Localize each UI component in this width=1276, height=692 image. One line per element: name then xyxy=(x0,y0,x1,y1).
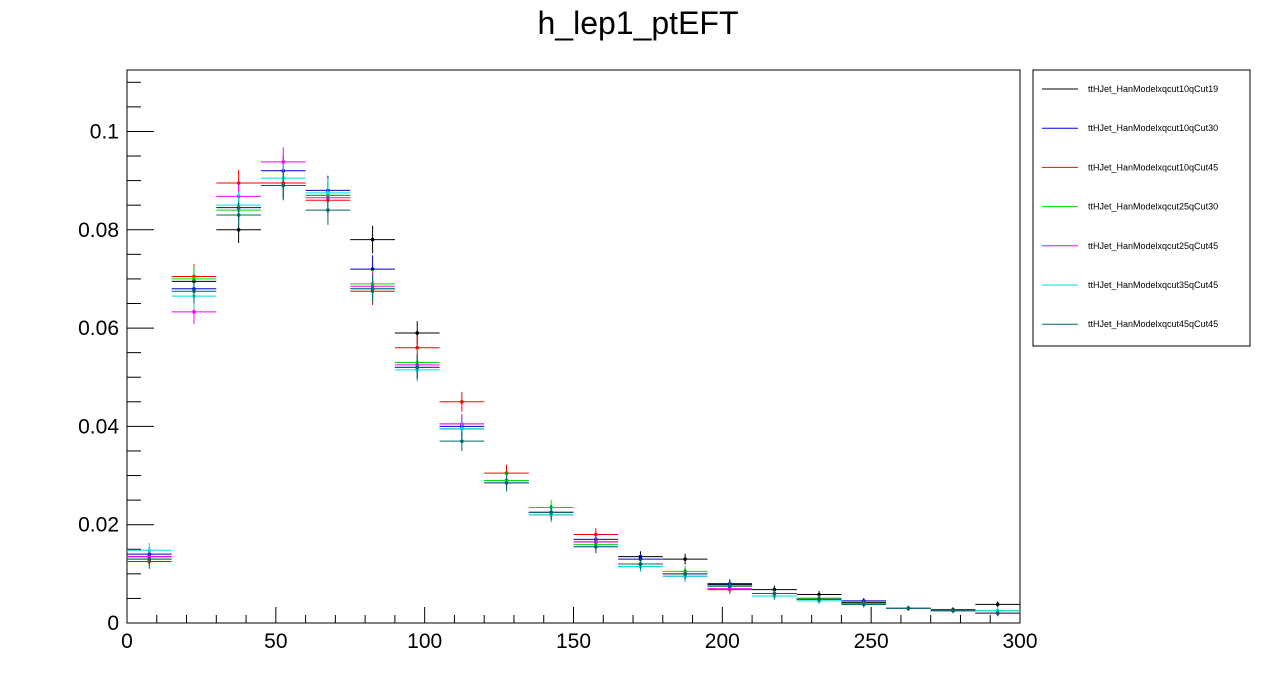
data-point xyxy=(549,510,553,515)
data-point xyxy=(370,237,375,242)
data-point xyxy=(638,562,643,566)
data-point xyxy=(861,602,866,607)
data-point xyxy=(147,557,152,561)
data-point xyxy=(727,584,732,588)
legend-entry: ttHJet_HanModelxqcut10qCut30 xyxy=(1088,123,1218,133)
legend-entry: ttHJet_HanModelxqcut45qCut45 xyxy=(1088,319,1218,329)
data-point xyxy=(594,532,598,537)
y-tick-label: 0.08 xyxy=(78,219,119,242)
legend: ttHJet_HanModelxqcut10qCut19 ttHJet_HanMo… xyxy=(1042,84,1218,329)
legend-entry: ttHJet_HanModelxqcut35qCut45 xyxy=(1088,280,1218,290)
data-point xyxy=(192,310,196,314)
data-point xyxy=(236,213,241,217)
data-point xyxy=(772,591,777,596)
plot-frame xyxy=(126,69,1021,624)
legend-entry: ttHJet_HanModelxqcut10qCut45 xyxy=(1088,162,1218,172)
series-7 xyxy=(127,170,1020,617)
data-point xyxy=(995,611,1000,615)
data-point xyxy=(370,267,375,271)
y-tick-label: 0.02 xyxy=(78,514,119,537)
x-tick-label: 150 xyxy=(556,630,591,653)
legend-entry: ttHJet_HanModelxqcut25qCut30 xyxy=(1088,202,1218,212)
data-point xyxy=(326,208,330,212)
data-point xyxy=(817,592,821,597)
data-point xyxy=(995,602,1000,607)
y-tick-label: 0.04 xyxy=(78,415,119,438)
data-point xyxy=(415,365,420,370)
data-point xyxy=(504,481,509,485)
x-tick-label: 100 xyxy=(407,630,442,653)
legend-entry: ttHJet_HanModelxqcut25qCut45 xyxy=(1088,241,1218,251)
data-point xyxy=(683,557,687,561)
data-point xyxy=(906,606,911,611)
data-point xyxy=(370,286,375,291)
x-tick-label: 300 xyxy=(1002,630,1037,653)
data-point xyxy=(192,289,196,294)
data-point xyxy=(817,597,821,602)
data-point xyxy=(683,572,687,576)
data-point xyxy=(594,545,598,549)
data-point xyxy=(460,400,464,404)
chart-title: h_lep1_ptEFT xyxy=(537,5,738,41)
data-point xyxy=(236,227,241,232)
data-point xyxy=(460,427,464,431)
data-point xyxy=(281,160,286,164)
y-tick-label: 0.06 xyxy=(78,317,119,340)
data-point xyxy=(460,439,464,443)
x-tick-label: 0 xyxy=(121,630,133,653)
data-point xyxy=(415,331,420,335)
data-point xyxy=(326,191,330,195)
data-point xyxy=(281,183,286,188)
axes: 0 50 100 150 200 250 300 0 0.02 0.04 0.06 0.08 0.1 xyxy=(78,81,1038,653)
x-tick-label: 50 xyxy=(264,630,287,653)
legend-box xyxy=(1032,69,1251,347)
y-tick-label: 0.1 xyxy=(90,120,119,143)
data-point xyxy=(951,608,955,613)
y-tick-label: 0 xyxy=(107,612,119,635)
x-tick-label: 250 xyxy=(854,630,889,653)
series-layer xyxy=(127,147,1020,617)
x-tick-label: 200 xyxy=(705,630,740,653)
legend-entry: ttHJet_HanModelxqcut10qCut19 xyxy=(1088,84,1218,94)
data-point xyxy=(415,345,420,350)
data-point xyxy=(147,548,152,553)
